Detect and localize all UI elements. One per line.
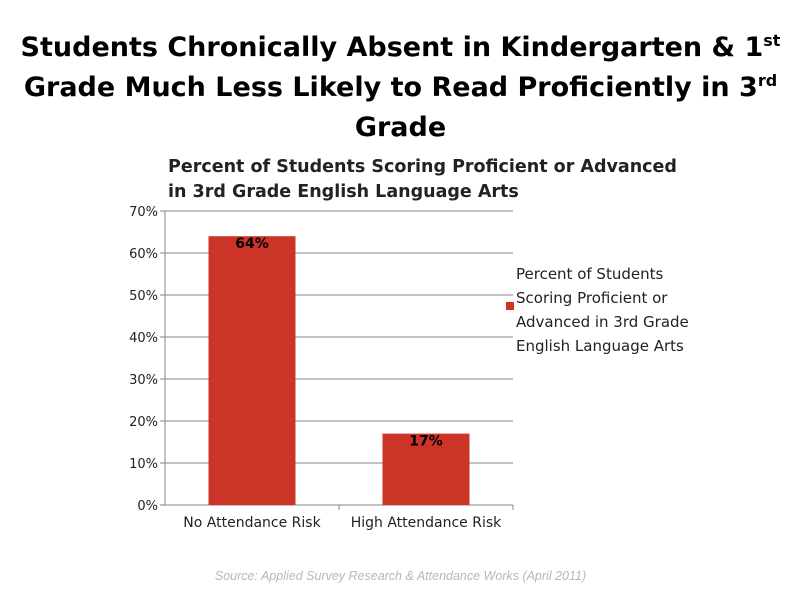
y-tick-label: 30% — [129, 373, 158, 388]
slide-title-line-2: Grade Much Less Likely to Read Proficien… — [23, 71, 778, 143]
bar — [382, 433, 470, 505]
slide-title: Students Chronically Absent in Kindergar… — [0, 28, 801, 148]
legend-label-line: Scoring Proficient or — [516, 289, 668, 307]
x-tick-label: High Attendance Risk — [351, 515, 502, 531]
legend-label-line: English Language Arts — [516, 337, 684, 355]
source-note: Source: Applied Survey Research & Attend… — [214, 569, 587, 583]
y-tick-label: 70% — [129, 205, 158, 220]
y-tick-label: 50% — [129, 289, 158, 304]
legend-label-line: Advanced in 3rd Grade — [516, 313, 689, 331]
y-tick-label: 10% — [129, 457, 158, 472]
chart-title-line-1: Percent of Students Scoring Proficient o… — [168, 157, 677, 177]
y-tick-label: 0% — [137, 499, 158, 514]
chart-title-line-2: in 3rd Grade English Language Arts — [168, 182, 519, 202]
y-tick-label: 20% — [129, 415, 158, 430]
legend-label-line: Percent of Students — [516, 265, 664, 283]
legend-swatch — [506, 302, 514, 310]
y-tick-label: 40% — [129, 331, 158, 346]
y-tick-label: 60% — [129, 247, 158, 262]
data-label: 17% — [409, 434, 443, 450]
bar — [208, 236, 296, 505]
data-label: 64% — [235, 236, 269, 252]
slide-title-line-1: Students Chronically Absent in Kindergar… — [20, 31, 781, 63]
legend-label: Percent of Students Scoring Proficient o… — [516, 262, 706, 358]
x-tick-label: No Attendance Risk — [183, 515, 321, 531]
chart-title: Percent of Students Scoring Proficient o… — [168, 155, 677, 205]
